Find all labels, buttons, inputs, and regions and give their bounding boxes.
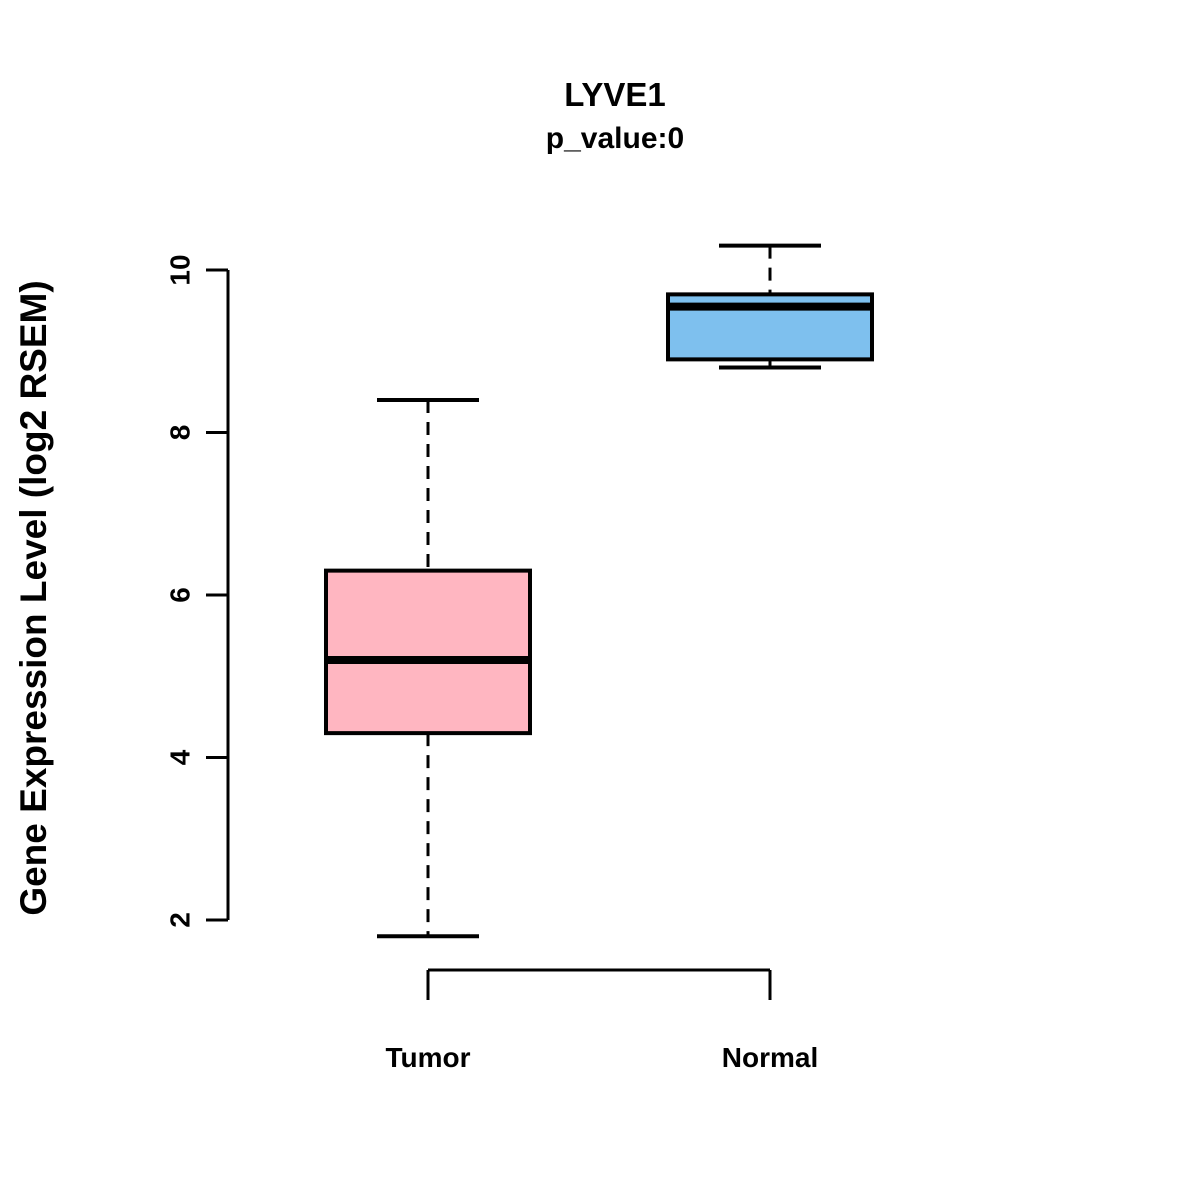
category-label-tumor: Tumor (385, 1042, 471, 1073)
y-tick-label: 4 (165, 749, 196, 765)
y-tick-label: 6 (165, 587, 196, 603)
iqr-box-tumor (324, 568, 532, 736)
chart-subtitle: p_value:0 (545, 122, 685, 155)
y-tick-label: 10 (165, 254, 196, 285)
category-label-normal: Normal (721, 1042, 819, 1073)
y-tick-label: 8 (165, 425, 196, 441)
y-tick-label: 2 (165, 912, 196, 928)
chart-title: LYVE1 (564, 76, 666, 113)
